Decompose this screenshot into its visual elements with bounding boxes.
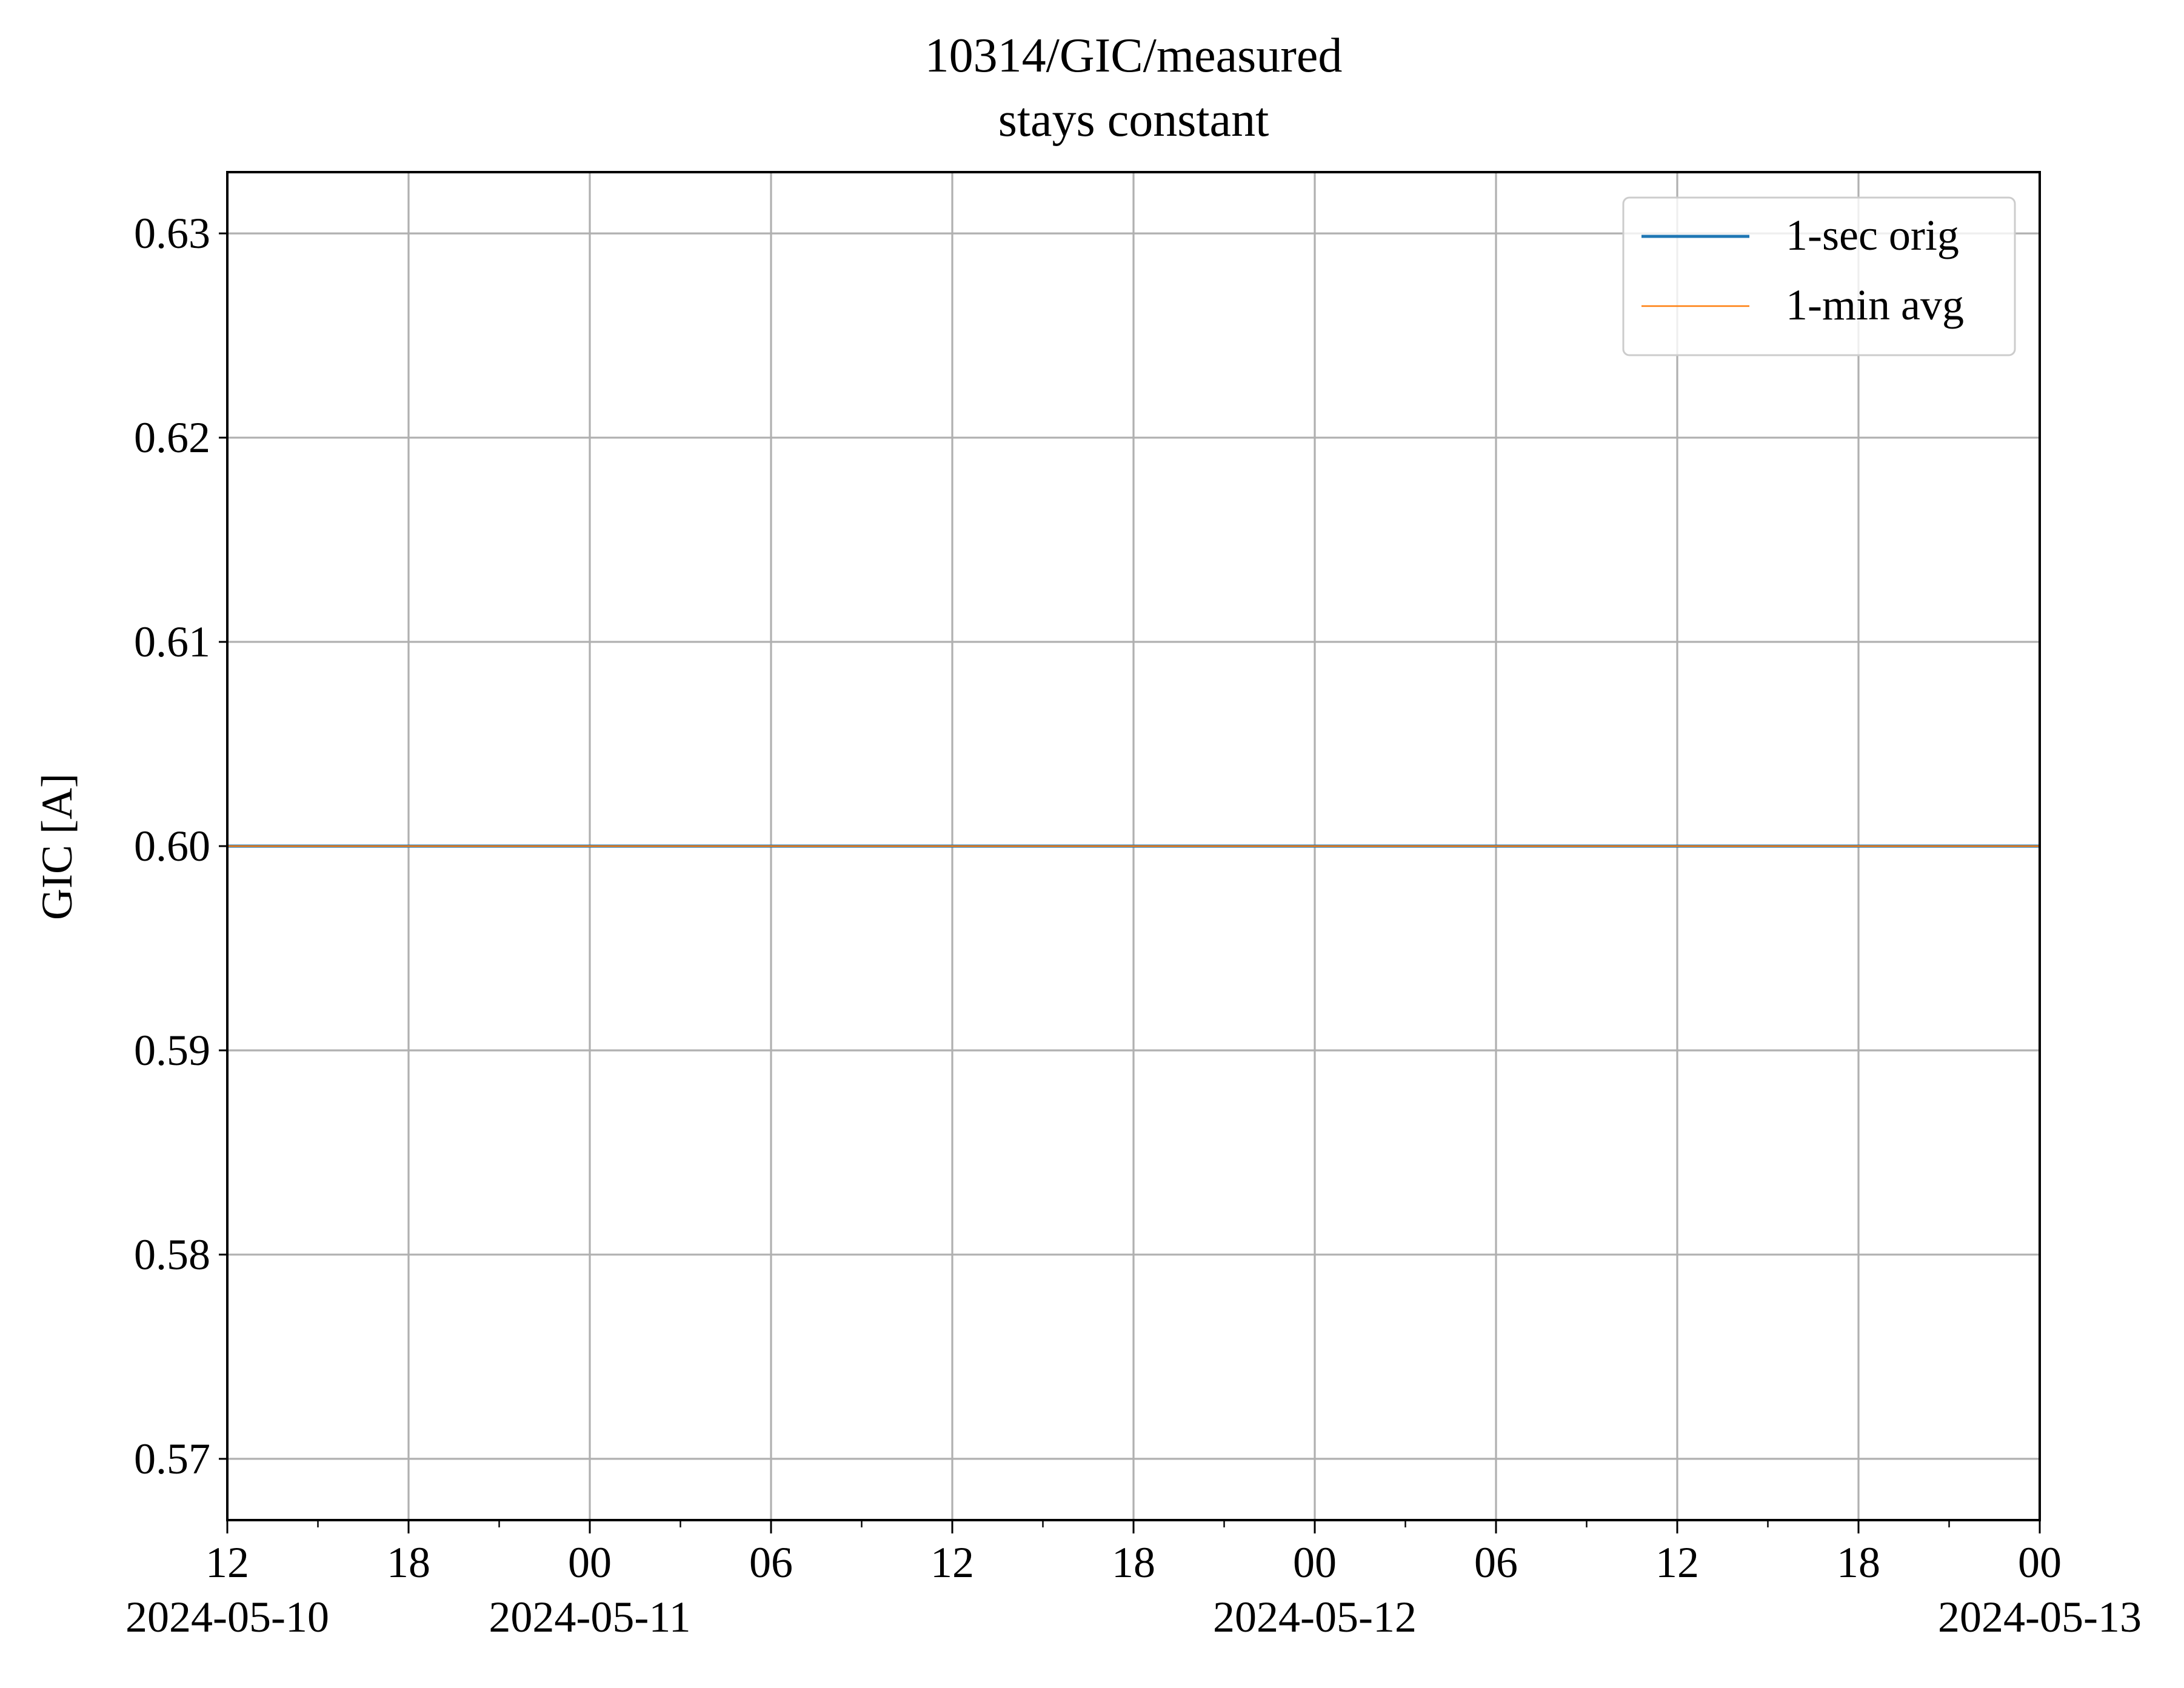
x-date-label: 2024-05-13 bbox=[1938, 1593, 2142, 1641]
x-tick-label: 00 bbox=[2018, 1538, 2062, 1587]
x-date-label: 2024-05-11 bbox=[489, 1593, 690, 1641]
x-tick-label: 00 bbox=[1293, 1538, 1337, 1587]
chart-subtitle: stays constant bbox=[998, 93, 1269, 147]
x-tick-label: 12 bbox=[1655, 1538, 1699, 1587]
legend-label-1min: 1-min avg bbox=[1786, 281, 1964, 329]
x-tick-label: 06 bbox=[1474, 1538, 1518, 1587]
x-date-label: 2024-05-10 bbox=[125, 1593, 329, 1641]
y-tick-label: 0.62 bbox=[134, 413, 210, 462]
x-tick-label: 18 bbox=[1112, 1538, 1155, 1587]
x-tick-label: 12 bbox=[930, 1538, 974, 1587]
axis-layer: 0.57 0.58 0.59 0.60 0.61 0.62 0.63 12 2024-05-10… bbox=[125, 209, 2142, 1641]
x-tick-label: 06 bbox=[749, 1538, 793, 1587]
y-tick-label: 0.61 bbox=[134, 618, 210, 666]
x-date-label: 2024-05-12 bbox=[1213, 1593, 1417, 1641]
y-tick-label: 0.63 bbox=[134, 209, 210, 258]
legend-label-1sec: 1-sec orig bbox=[1786, 211, 1959, 259]
chart-title: 10314/GIC/measured bbox=[925, 29, 1343, 82]
x-tick-label: 18 bbox=[1837, 1538, 1880, 1587]
y-tick-label: 0.60 bbox=[134, 822, 210, 870]
x-tick-label: 12 bbox=[205, 1538, 249, 1587]
y-tick-label: 0.58 bbox=[134, 1230, 210, 1279]
legend: 1-sec orig 1-min avg bbox=[1622, 196, 2016, 356]
y-tick-label: 0.59 bbox=[134, 1026, 210, 1075]
y-tick-label: 0.57 bbox=[134, 1435, 210, 1483]
x-tick-label: 00 bbox=[568, 1538, 612, 1587]
y-axis-label: GIC [A] bbox=[33, 773, 81, 920]
x-tick-label: 18 bbox=[387, 1538, 430, 1587]
